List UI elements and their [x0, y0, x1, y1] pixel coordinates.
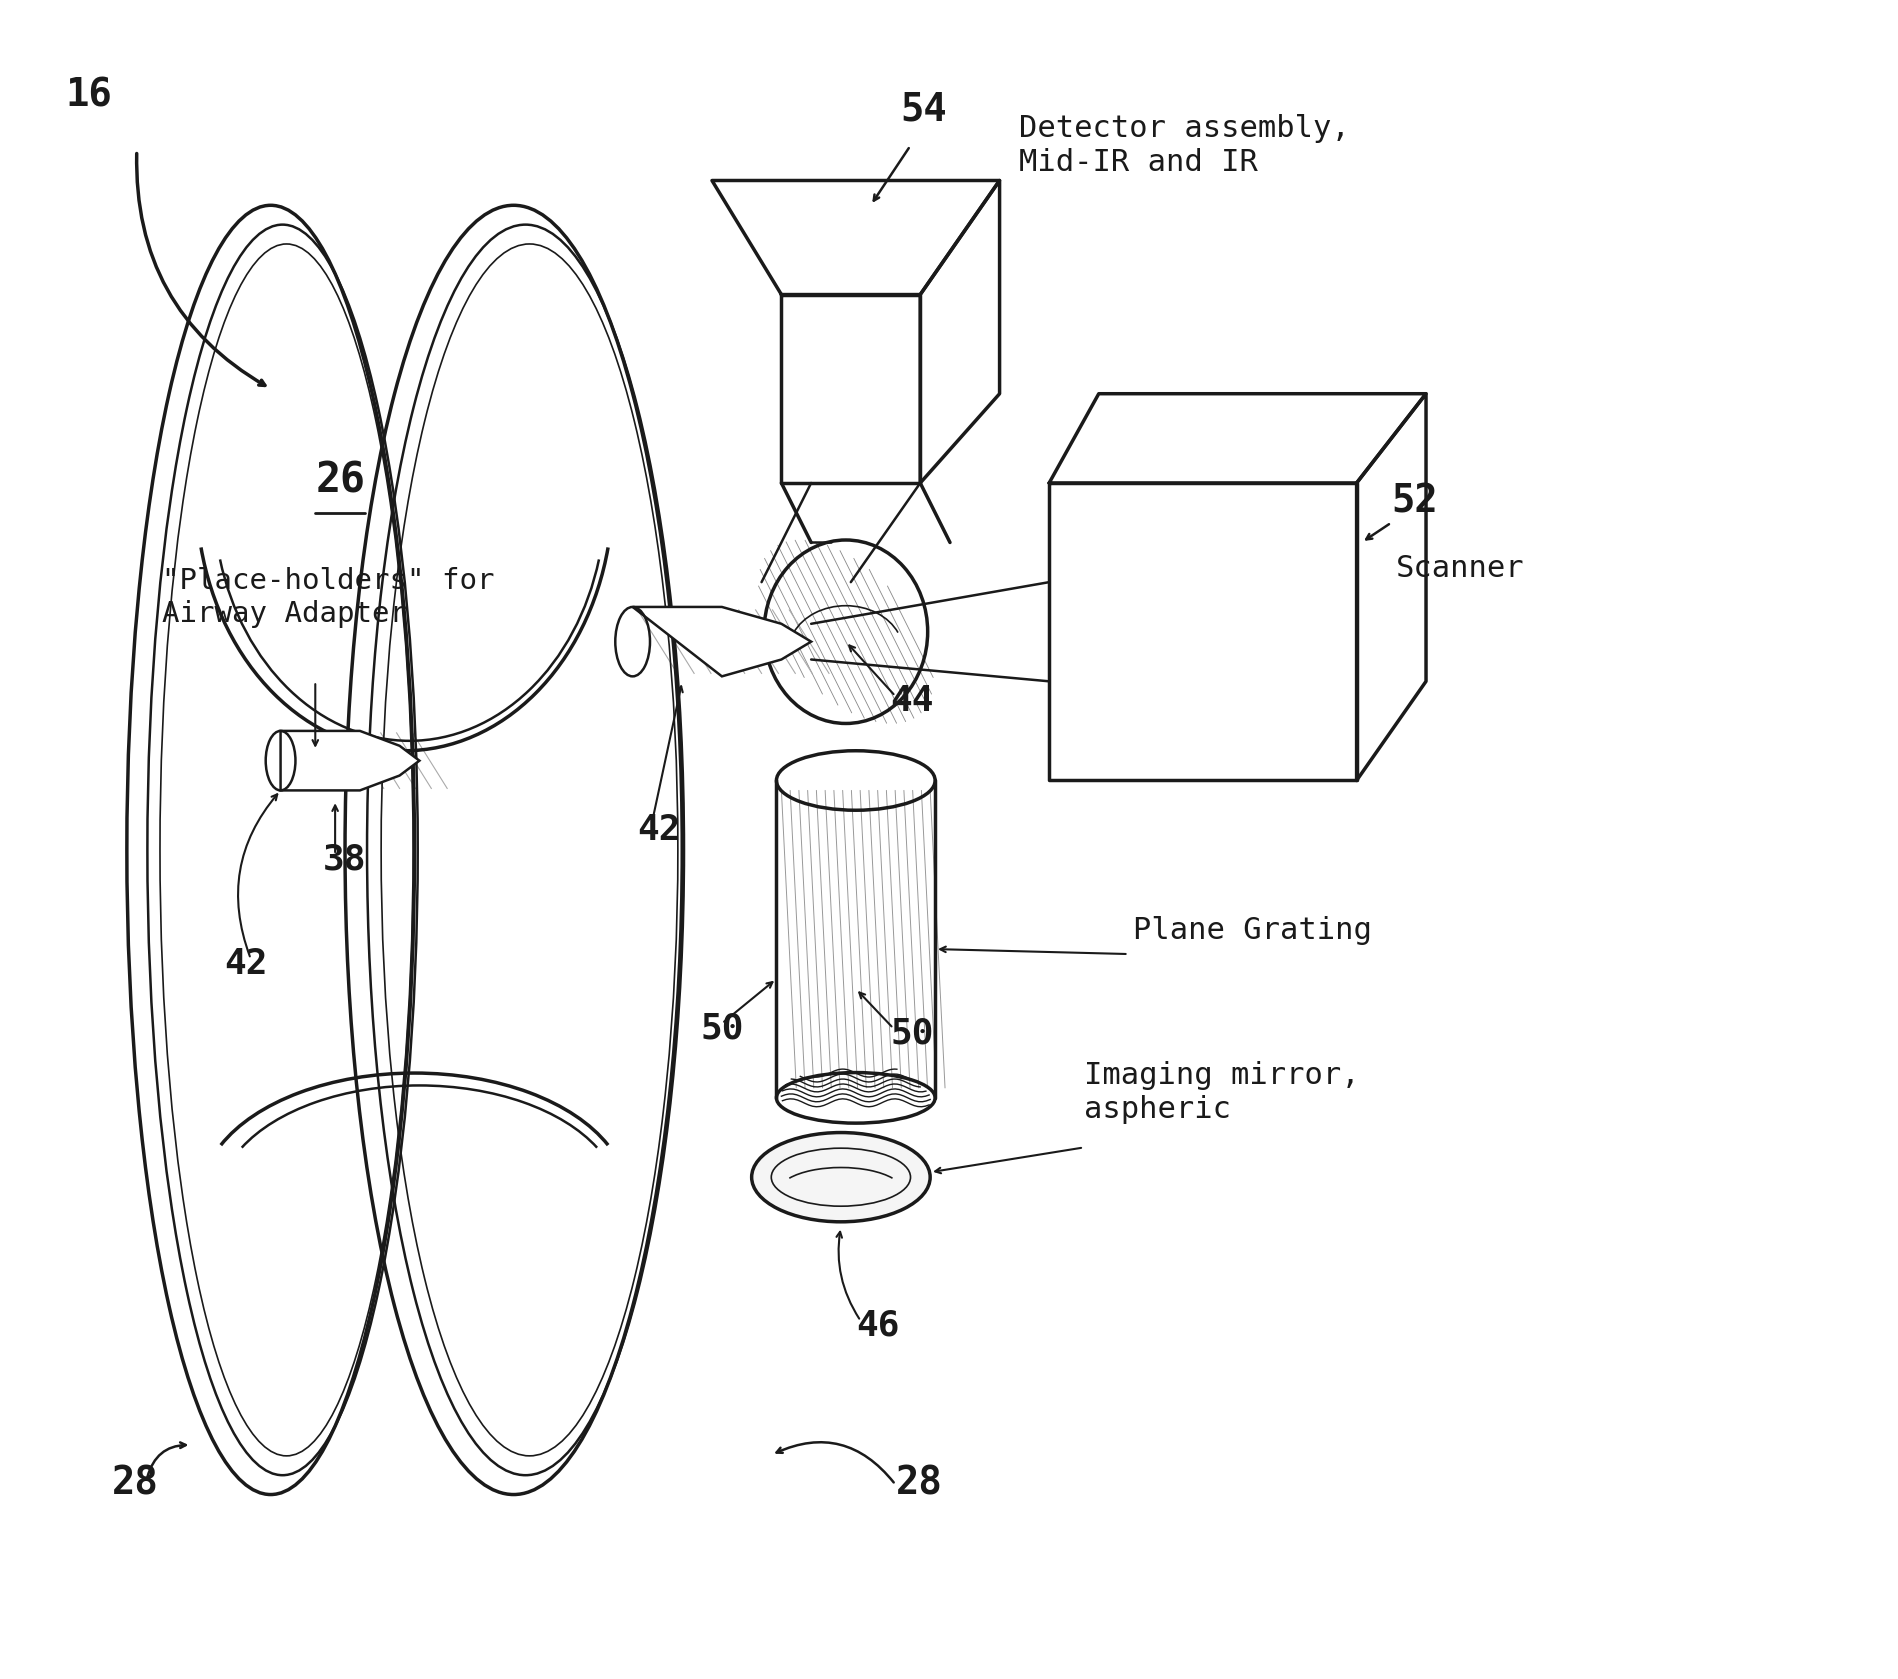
Ellipse shape — [752, 1133, 930, 1222]
Text: 28: 28 — [112, 1464, 159, 1503]
Text: Detector assembly,
Mid-IR and IR: Detector assembly, Mid-IR and IR — [1019, 114, 1349, 176]
Text: "Place-holders" for
Airway Adapter: "Place-holders" for Airway Adapter — [161, 568, 493, 628]
Text: Plane Grating: Plane Grating — [1133, 917, 1372, 945]
Text: 54: 54 — [900, 91, 947, 129]
Text: 50: 50 — [700, 1011, 744, 1046]
Text: 50: 50 — [890, 1016, 934, 1051]
Text: 44: 44 — [890, 683, 934, 719]
Text: 28: 28 — [896, 1464, 941, 1503]
Text: 42: 42 — [224, 947, 268, 981]
Text: 46: 46 — [856, 1310, 900, 1343]
Text: 42: 42 — [638, 813, 681, 846]
Text: 38: 38 — [323, 843, 366, 876]
Text: 16: 16 — [65, 76, 112, 114]
Polygon shape — [632, 606, 810, 677]
Text: 52: 52 — [1391, 484, 1439, 520]
Text: Scanner: Scanner — [1397, 554, 1524, 583]
Text: 26: 26 — [315, 460, 364, 502]
Text: Imaging mirror,
aspheric: Imaging mirror, aspheric — [1084, 1061, 1359, 1123]
Polygon shape — [281, 730, 419, 791]
